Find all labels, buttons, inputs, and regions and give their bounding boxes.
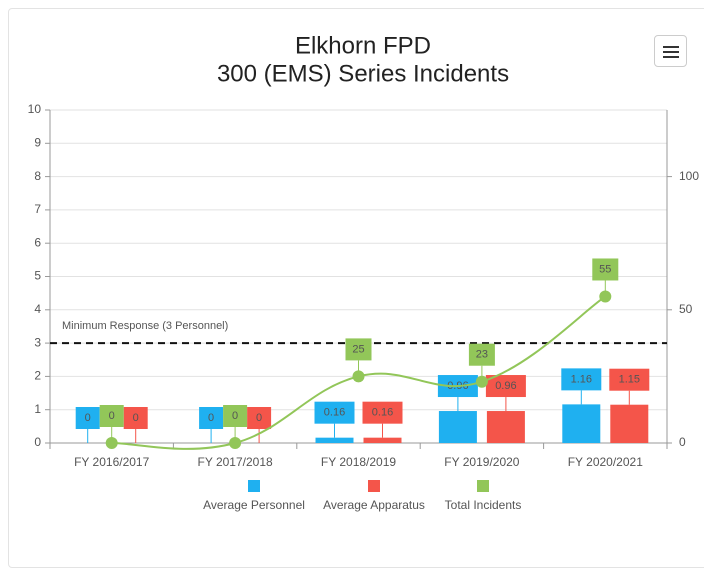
x-tick-label: FY 2020/2021 (568, 455, 644, 469)
y-tick-label: 4 (34, 302, 41, 316)
data-label: 0 (208, 412, 214, 424)
line-point (352, 370, 365, 383)
legend-swatch[interactable] (477, 480, 489, 492)
data-label: 0 (232, 410, 238, 422)
legend-swatch[interactable] (248, 480, 260, 492)
data-label: 0 (256, 412, 262, 424)
bar (315, 437, 354, 443)
x-tick-label: FY 2019/2020 (444, 455, 520, 469)
y-tick-label: 0 (34, 435, 41, 449)
y-tick-label: 5 (34, 269, 41, 283)
data-label-box (468, 343, 495, 366)
data-label: 0.16 (372, 407, 393, 419)
line-point (105, 437, 118, 449)
data-label-box (99, 405, 124, 427)
data-label: 0 (85, 412, 91, 424)
legend-label[interactable]: Total Incidents (445, 498, 522, 512)
y2-tick-label: 0 (679, 435, 686, 449)
data-label-box (223, 405, 248, 427)
y-tick-label: 9 (34, 135, 41, 149)
chart: Elkhorn FPD 300 (EMS) Series Incidents 0… (28, 32, 700, 512)
legend-label[interactable]: Average Personnel (203, 498, 305, 512)
data-label: 0.96 (495, 380, 516, 392)
data-label-box (362, 401, 403, 424)
data-label: 55 (599, 263, 611, 275)
annotation-label: Minimum Response (3 Personnel) (62, 320, 228, 332)
legend-label[interactable]: Average Apparatus (323, 498, 425, 512)
y-tick-label: 3 (34, 335, 41, 349)
chart-subtitle: 300 (EMS) Series Incidents (217, 60, 509, 87)
data-label: 0 (109, 410, 115, 422)
y-tick-label: 6 (34, 235, 41, 249)
data-label-box (345, 338, 372, 361)
y-tick-label: 8 (34, 169, 41, 183)
y2-tick-label: 50 (679, 302, 693, 316)
y-tick-label: 7 (34, 202, 41, 216)
data-label: 0.16 (324, 407, 345, 419)
data-label-box (247, 407, 272, 429)
data-label: 25 (352, 343, 364, 355)
data-label-box (592, 258, 619, 281)
bar (610, 404, 649, 443)
data-label-box (485, 375, 526, 398)
chart-title: Elkhorn FPD (295, 32, 431, 59)
legend-swatch[interactable] (368, 480, 380, 492)
y-tick-label: 10 (28, 102, 42, 116)
data-label: 1.15 (619, 374, 640, 386)
bar (363, 437, 402, 443)
y-tick-label: 2 (34, 369, 41, 383)
x-tick-label: FY 2017/2018 (198, 455, 274, 469)
line-point (229, 437, 242, 449)
data-label-box (75, 407, 100, 429)
page: {"chart_data": {"type": "bar", "title": … (8, 8, 704, 568)
x-tick-label: FY 2016/2017 (74, 455, 150, 469)
line-point (599, 290, 612, 303)
x-tick-label: FY 2018/2019 (321, 455, 397, 469)
data-label-box (609, 368, 650, 391)
data-label-box (199, 407, 224, 429)
line-point (475, 375, 488, 388)
y-tick-label: 1 (34, 402, 41, 416)
data-label: 0 (133, 412, 139, 424)
data-label-box (314, 401, 355, 424)
data-label-box (123, 407, 148, 429)
bar (486, 411, 525, 443)
menu-button[interactable] (654, 35, 687, 67)
bar (562, 404, 601, 443)
y2-tick-label: 100 (679, 169, 699, 183)
data-label: 23 (476, 349, 488, 361)
data-label: 1.16 (571, 373, 592, 385)
bar (438, 411, 477, 443)
data-label-box (561, 368, 602, 391)
